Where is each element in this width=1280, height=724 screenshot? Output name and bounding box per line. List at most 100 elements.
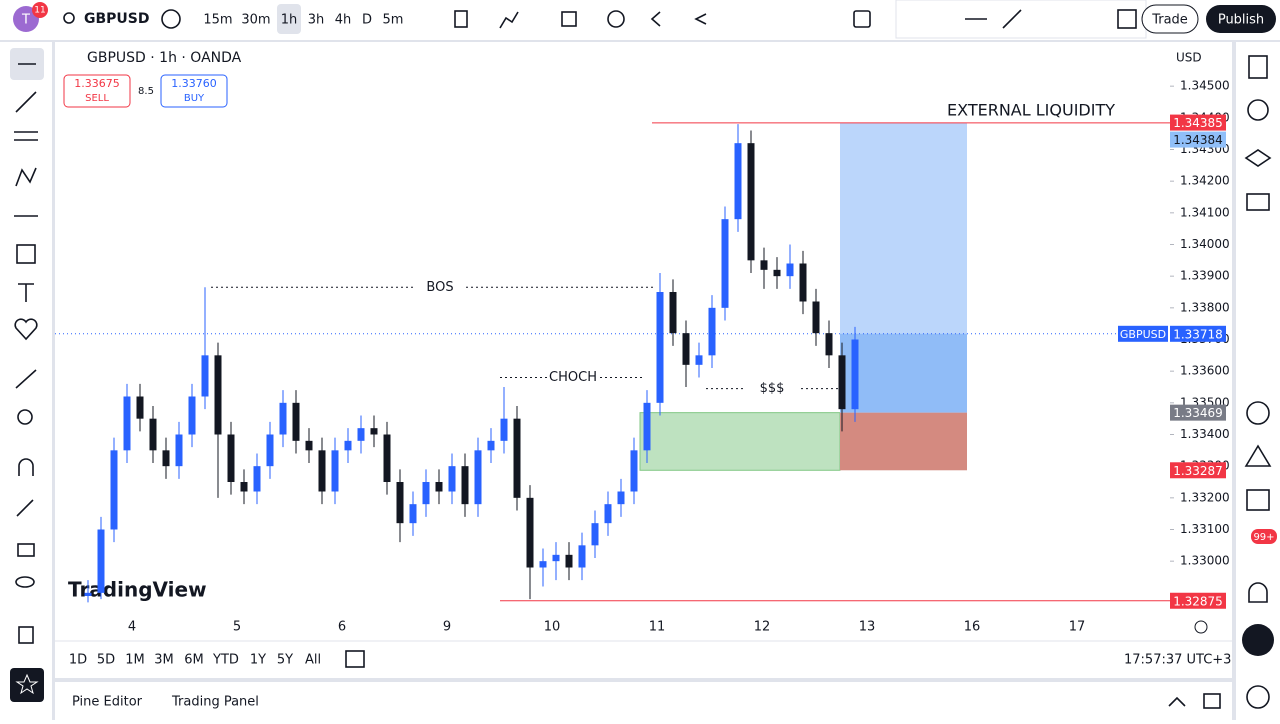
candle-body: [799, 263, 807, 302]
text-tool[interactable]: [18, 283, 34, 302]
date-range-icon[interactable]: [345, 650, 365, 668]
maximize[interactable]: [1203, 693, 1221, 709]
interval[interactable]: 3h: [308, 13, 325, 28]
range-button[interactable]: 1Y: [250, 653, 266, 668]
collapse[interactable]: [1168, 696, 1186, 707]
candle-body: [526, 497, 534, 568]
ideas[interactable]: [1244, 444, 1272, 467]
watchlist[interactable]: [1248, 55, 1268, 79]
candle-body: [175, 434, 183, 467]
price-tag: [1170, 325, 1226, 342]
y-tick-label: 1.33900: [1180, 269, 1230, 283]
chart-pane: [55, 42, 1232, 678]
undo[interactable]: [694, 13, 707, 25]
pattern-tool[interactable]: [15, 167, 37, 187]
fullscreen[interactable]: [853, 10, 871, 28]
candle-body: [578, 545, 586, 568]
range-button[interactable]: YTD: [212, 653, 239, 668]
range-button[interactable]: 5Y: [277, 653, 293, 668]
interval[interactable]: 1h: [281, 13, 298, 28]
annotation-label: EXTERNAL LIQUIDITY: [947, 100, 1115, 119]
range-button[interactable]: 6M: [184, 653, 204, 668]
range-button[interactable]: 1M: [125, 653, 145, 668]
candle-body: [422, 482, 430, 505]
indicators[interactable]: [499, 11, 519, 29]
annotation-label: CHOCH: [549, 370, 597, 385]
tab[interactable]: Pine Editor: [72, 695, 143, 710]
interval[interactable]: 15m: [203, 13, 232, 28]
range-button[interactable]: 5D: [97, 653, 115, 668]
candle-type[interactable]: [454, 10, 468, 28]
interval[interactable]: 5m: [383, 13, 404, 28]
interval-active: [277, 4, 301, 34]
candle-body: [435, 482, 443, 492]
right-sidebar: [1236, 42, 1280, 720]
range-button[interactable]: 1D: [69, 653, 87, 668]
profit-progress: [840, 333, 967, 413]
y-tick-label: 1.33800: [1180, 300, 1230, 314]
avatar-letter: T: [21, 13, 30, 28]
data-window[interactable]: [1244, 149, 1272, 167]
sell-price: 1.33675: [74, 77, 120, 90]
news-badge: [1251, 529, 1277, 544]
settings[interactable]: [1194, 620, 1208, 634]
lock-tool[interactable]: [17, 543, 35, 557]
sell-button[interactable]: [63, 74, 131, 108]
price-tag: [1170, 592, 1226, 609]
chats[interactable]: [1246, 193, 1270, 211]
favorites[interactable]: [10, 668, 44, 702]
publish-button[interactable]: [1206, 5, 1276, 33]
draw-mode[interactable]: [16, 499, 34, 517]
alert[interactable]: [607, 10, 625, 28]
line-tool[interactable]: [15, 91, 37, 113]
candle-body: [708, 307, 716, 356]
add-symbol[interactable]: [161, 9, 181, 29]
candle-body: [656, 292, 664, 403]
y-tick-label: 1.33000: [1180, 554, 1230, 568]
help[interactable]: [1246, 685, 1270, 709]
alerts[interactable]: [1247, 99, 1269, 121]
apps[interactable]: [1242, 624, 1274, 656]
candle-body: [747, 143, 755, 261]
price-tag-label: 1.33718: [1173, 327, 1223, 341]
interval[interactable]: D: [362, 13, 372, 28]
currency[interactable]: USD: [1176, 51, 1202, 65]
label-bg: [746, 380, 798, 397]
x-tick-label: 16: [964, 620, 981, 635]
notifications[interactable]: [1248, 582, 1268, 603]
range-button[interactable]: 3M: [154, 653, 174, 668]
layouts[interactable]: [561, 11, 577, 27]
trend-tool[interactable]: [1002, 9, 1022, 29]
rect-tool[interactable]: [1117, 9, 1137, 29]
magnet-tool[interactable]: [18, 458, 34, 476]
search-icon[interactable]: [63, 12, 75, 24]
trade-button[interactable]: [1141, 4, 1199, 34]
candle-body: [695, 355, 703, 365]
hide-tool[interactable]: [15, 576, 35, 588]
zoom-tool[interactable]: [17, 409, 33, 425]
replay[interactable]: [650, 11, 661, 27]
watermark: TradingView: [68, 578, 207, 602]
interval[interactable]: 30m: [241, 13, 270, 28]
y-tick-label: 1.33400: [1180, 427, 1230, 441]
candle-body: [409, 504, 417, 524]
news-badge-count: 99+: [1253, 532, 1274, 543]
range-button[interactable]: All: [305, 653, 321, 668]
candle-body: [188, 396, 196, 435]
candle-body: [214, 355, 222, 435]
buy-button[interactable]: [160, 74, 228, 108]
hotlist[interactable]: [1246, 401, 1270, 425]
interval[interactable]: 4h: [335, 13, 352, 28]
tab[interactable]: Trading Panel: [171, 695, 259, 710]
candle-body: [643, 402, 651, 451]
ruler-tool[interactable]: [15, 369, 37, 389]
shape-tool[interactable]: [16, 244, 36, 264]
symbol[interactable]: GBPUSD: [84, 11, 150, 27]
symbol-tag-label: GBPUSD: [1120, 328, 1166, 341]
symbol-tag: [1118, 325, 1168, 342]
calendar[interactable]: [1246, 489, 1270, 511]
icon-tool[interactable]: [14, 318, 38, 341]
trash-tool[interactable]: [18, 626, 34, 644]
y-tick-label: 1.33200: [1180, 490, 1230, 504]
